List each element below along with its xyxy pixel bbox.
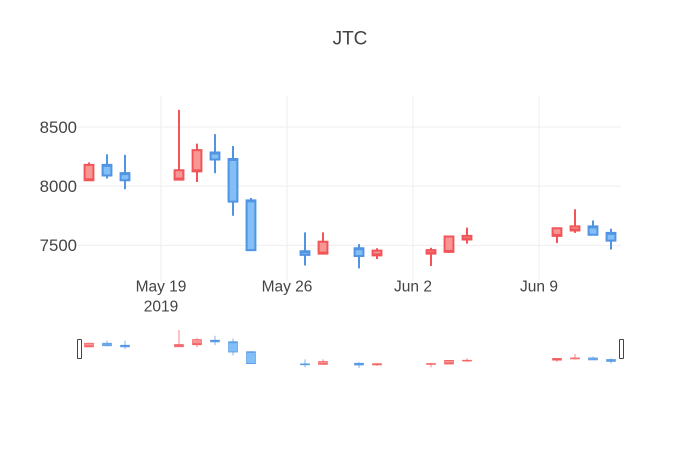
svg-text:Jun 9: Jun 9 (520, 279, 558, 296)
svg-text:8000: 8000 (40, 177, 77, 196)
svg-text:8500: 8500 (40, 118, 77, 137)
svg-text:May 26: May 26 (262, 279, 313, 296)
svg-text:7500: 7500 (40, 236, 77, 255)
svg-text:JTC: JTC (333, 29, 368, 50)
svg-text:Jun 2: Jun 2 (394, 279, 432, 296)
